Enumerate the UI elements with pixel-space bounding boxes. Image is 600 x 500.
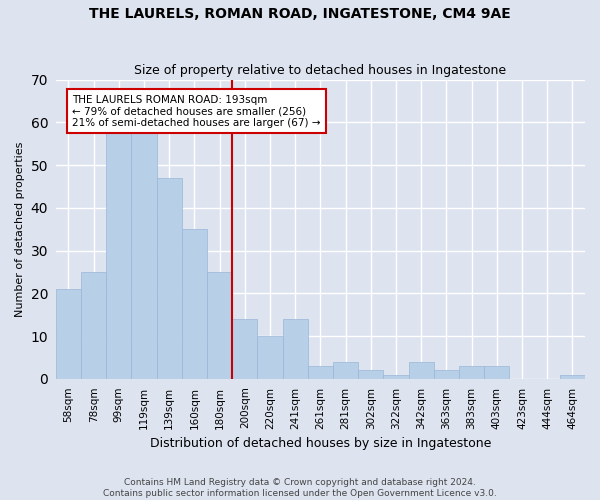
Bar: [358, 370, 383, 379]
Bar: [333, 362, 358, 379]
Bar: [207, 272, 232, 379]
Bar: [106, 131, 131, 379]
Bar: [131, 131, 157, 379]
Text: THE LAURELS, ROMAN ROAD, INGATESTONE, CM4 9AE: THE LAURELS, ROMAN ROAD, INGATESTONE, CM…: [89, 8, 511, 22]
Title: Size of property relative to detached houses in Ingatestone: Size of property relative to detached ho…: [134, 64, 506, 77]
Bar: [56, 289, 81, 379]
Bar: [157, 178, 182, 379]
Bar: [308, 366, 333, 379]
Text: THE LAURELS ROMAN ROAD: 193sqm
← 79% of detached houses are smaller (256)
21% of: THE LAURELS ROMAN ROAD: 193sqm ← 79% of …: [72, 94, 320, 128]
Text: Contains HM Land Registry data © Crown copyright and database right 2024.
Contai: Contains HM Land Registry data © Crown c…: [103, 478, 497, 498]
Bar: [257, 336, 283, 379]
Bar: [484, 366, 509, 379]
Bar: [409, 362, 434, 379]
Y-axis label: Number of detached properties: Number of detached properties: [15, 142, 25, 317]
Bar: [81, 272, 106, 379]
Bar: [283, 319, 308, 379]
Bar: [383, 374, 409, 379]
Bar: [560, 374, 585, 379]
X-axis label: Distribution of detached houses by size in Ingatestone: Distribution of detached houses by size …: [150, 437, 491, 450]
Bar: [434, 370, 459, 379]
Bar: [459, 366, 484, 379]
Bar: [182, 229, 207, 379]
Bar: [232, 319, 257, 379]
